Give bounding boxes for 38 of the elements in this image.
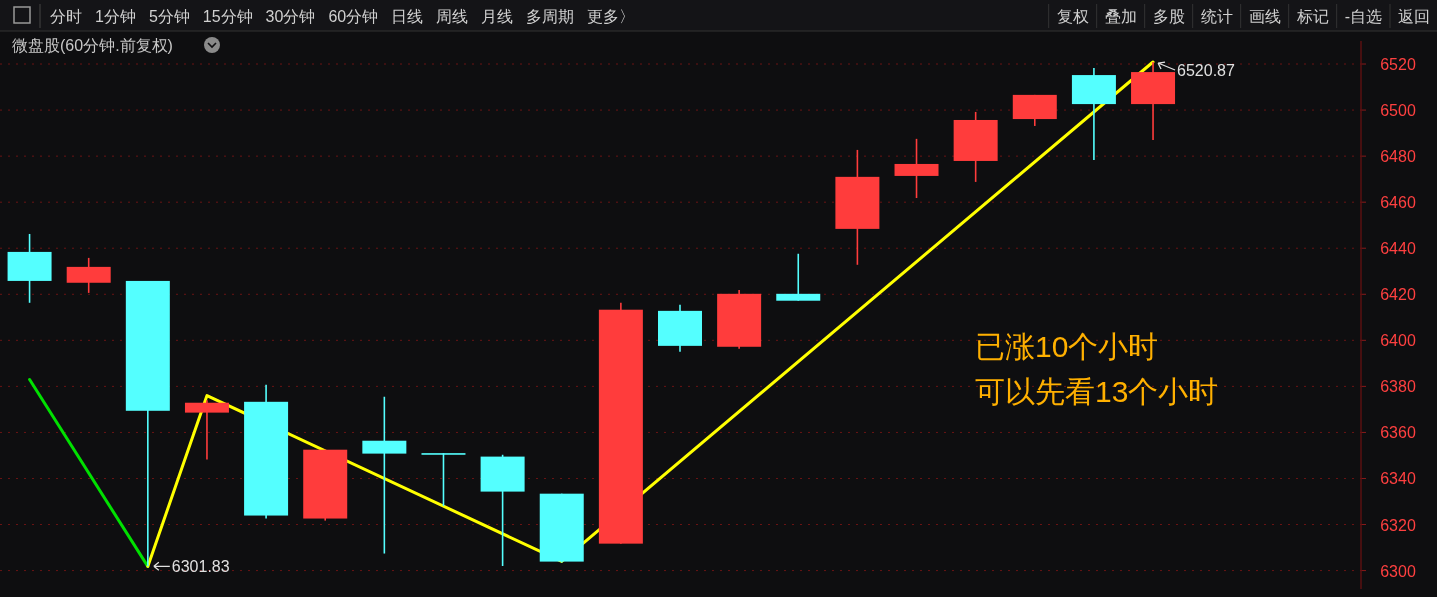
y-tick-label: 6300 (1380, 562, 1416, 580)
text: 多股 (1152, 8, 1185, 25)
y-tick-label: 6500 (1380, 102, 1416, 120)
annotation: 已涨10个小时 (975, 330, 1159, 363)
y-tick-label: 6360 (1380, 424, 1416, 442)
y-tick-label: 6480 (1380, 148, 1416, 166)
y-tick-label: 6520 (1380, 56, 1416, 74)
text: 更多〉 (587, 8, 636, 25)
annotation: 6520.87 (1177, 62, 1235, 80)
text: 周线 (436, 8, 469, 25)
y-tick-label: 6460 (1380, 194, 1416, 212)
arrow-label: 6520.87 (1157, 61, 1235, 79)
text: 画线 (1248, 8, 1281, 25)
text: 日线 (391, 8, 424, 25)
text: 60分钟 (328, 8, 379, 25)
y-tick-label: 6440 (1380, 240, 1416, 258)
text: 叠加 (1104, 8, 1137, 25)
annotation: 6301.83 (171, 558, 230, 576)
text: 5分钟 (148, 8, 190, 25)
text: 1分钟 (95, 8, 136, 25)
text: 复权 (1056, 8, 1089, 25)
text: 30分钟 (265, 8, 316, 25)
chart-title: 微盘股(60分钟.前复权) (12, 37, 173, 54)
arrow-label: 6301.83 (153, 558, 230, 576)
text: -自选 (1344, 8, 1382, 25)
y-tick-label: 6400 (1380, 332, 1416, 350)
text: 月线 (481, 8, 514, 25)
y-tick-label: 6320 (1380, 516, 1416, 534)
text: 标记 (1295, 8, 1329, 25)
text: 分时 (50, 8, 82, 25)
text: 统计 (1200, 8, 1233, 25)
annotation: 可以先看13个小时 (975, 375, 1219, 408)
y-tick-label: 6420 (1380, 286, 1416, 304)
y-tick-label: 6340 (1380, 470, 1416, 488)
text: 多周期 (526, 8, 575, 25)
text: 返回 (1398, 8, 1430, 25)
text: 15分钟 (202, 8, 253, 25)
y-tick-label: 6380 (1380, 378, 1416, 396)
